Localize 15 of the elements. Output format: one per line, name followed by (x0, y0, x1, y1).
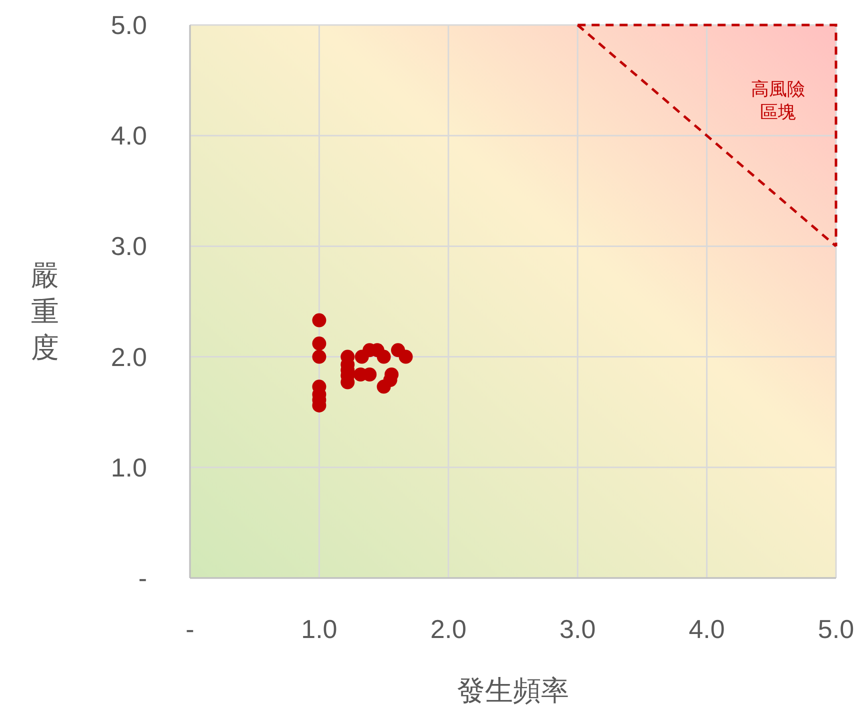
y-axis-title: 嚴重度 (31, 260, 59, 363)
y-tick-label: - (138, 563, 147, 593)
y-tick-label: 5.0 (110, 10, 147, 40)
x-tick-label: 2.0 (430, 614, 466, 644)
x-tick-label: - (186, 614, 194, 644)
x-tick-label: 3.0 (560, 614, 596, 644)
annotation: 高風險區塊 (751, 79, 805, 122)
x-axis-title: 發生頻率 (457, 675, 569, 706)
x-tick-label: 1.0 (301, 614, 338, 644)
x-tick-label: 4.0 (688, 614, 725, 644)
y-tick-label: 4.0 (110, 120, 147, 151)
y-tick-label: 2.0 (110, 342, 147, 372)
y-tick-label: 3.0 (110, 231, 147, 262)
x-tick-label: 5.0 (818, 614, 854, 644)
y-tick-label: 1.0 (110, 452, 147, 482)
